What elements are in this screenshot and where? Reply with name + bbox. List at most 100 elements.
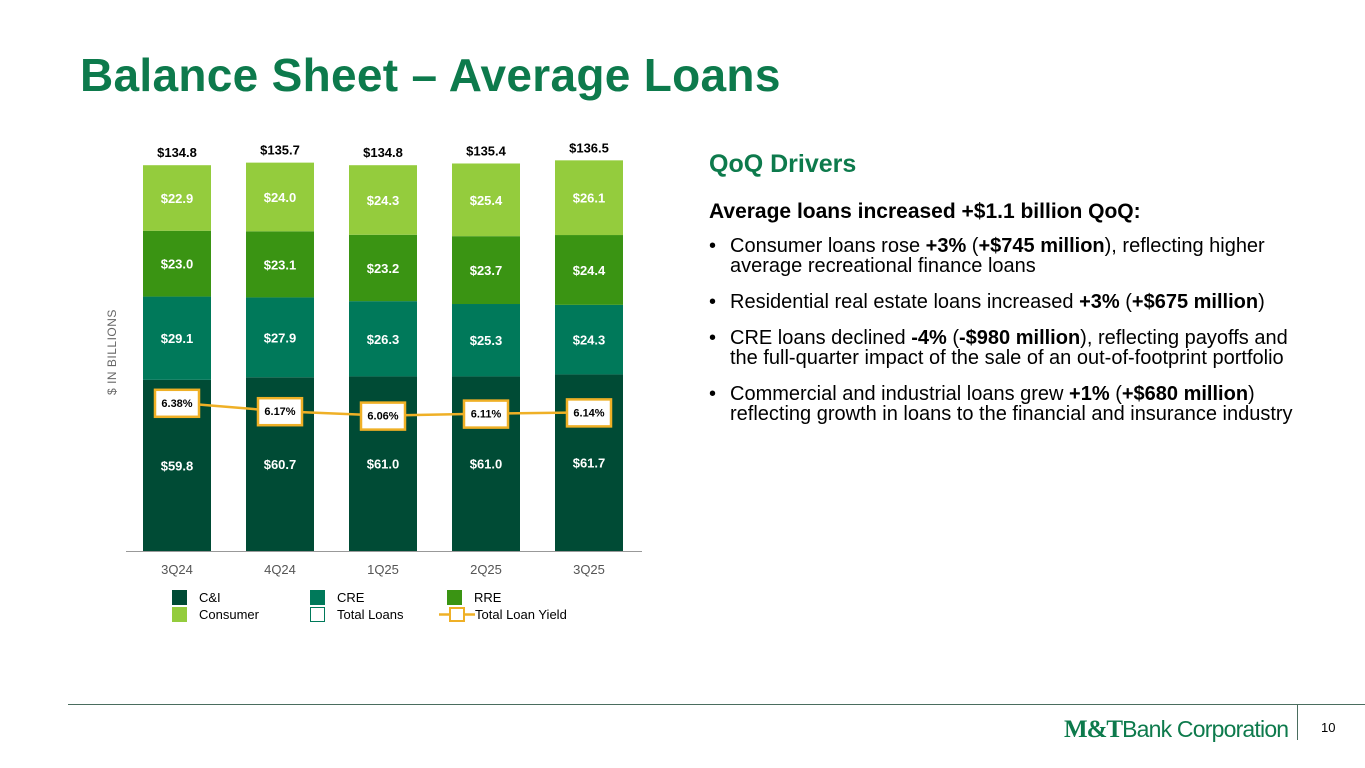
total-label: $134.8 — [157, 145, 197, 160]
legend-label: C&I — [199, 590, 221, 605]
data-label-cre: $25.3 — [470, 333, 503, 348]
bar-segment-rre — [555, 235, 623, 305]
yield-marker — [462, 399, 510, 429]
data-label-rre: $23.1 — [264, 257, 297, 272]
bullet-text: Residential real estate loans increased — [730, 291, 1080, 313]
bullet-emphasis: -4% — [911, 327, 947, 349]
bullet-emphasis: +$680 million — [1121, 383, 1249, 405]
legend-swatch-consumer — [172, 607, 187, 622]
page-title: Balance Sheet – Average Loans — [80, 49, 781, 101]
drivers-bullet-list: Consumer loans rose +3% (+$745 million),… — [709, 236, 1309, 440]
bar-segment-rre — [349, 234, 417, 302]
data-label-ci: $60.7 — [264, 457, 297, 472]
bullet-emphasis: +3% — [1079, 291, 1120, 313]
driver-bullet: CRE loans declined -4% (-$980 million), … — [709, 328, 1309, 368]
legend-label: Total Loan Yield — [475, 607, 567, 622]
yield-label: 6.06% — [367, 411, 398, 423]
bullet-text: ( — [1109, 383, 1122, 405]
driver-bullet: Commercial and industrial loans grew +1%… — [709, 384, 1309, 424]
logo-bank-corporation: Bank Corporation — [1122, 716, 1289, 742]
data-label-consumer: $24.3 — [367, 193, 400, 208]
x-tick-label: 2Q25 — [470, 562, 502, 577]
company-logo: M&TBank Corporation — [1064, 716, 1289, 744]
yield-label: 6.38% — [161, 398, 192, 410]
yield-label: 6.14% — [573, 407, 604, 419]
bar-segment-rre — [246, 231, 314, 298]
data-label-ci: $61.7 — [573, 456, 606, 471]
legend-label: Consumer — [199, 607, 260, 622]
bullet-text: Consumer loans rose — [730, 235, 926, 257]
x-tick-label: 4Q24 — [264, 562, 296, 577]
data-label-ci: $61.0 — [470, 457, 503, 472]
yield-marker — [256, 396, 304, 427]
legend-swatch-rre — [447, 590, 462, 605]
x-tick-label: 3Q25 — [573, 562, 605, 577]
data-label-consumer: $26.1 — [573, 191, 606, 206]
bar-segment-rre — [143, 230, 211, 297]
legend-label: Total Loans — [337, 607, 404, 622]
drivers-subheading: Average loans increased +$1.1 billion Qo… — [709, 200, 1141, 223]
yield-label: 6.17% — [264, 406, 295, 418]
total-label: $134.8 — [363, 145, 403, 160]
bullet-text: ) reflecting growth in loans to the fina… — [730, 383, 1293, 425]
bar-segment-consumer — [246, 162, 314, 232]
data-label-consumer: $22.9 — [161, 191, 194, 206]
bullet-text: ( — [966, 235, 979, 257]
bar-segment-cre — [452, 304, 520, 377]
total-label: $136.5 — [569, 140, 609, 155]
bar-segment-consumer — [555, 160, 623, 236]
data-label-rre: $23.0 — [161, 257, 194, 272]
data-label-rre: $24.4 — [573, 263, 606, 278]
bar-segment-consumer — [452, 163, 520, 237]
x-tick-label: 1Q25 — [367, 562, 399, 577]
bar-segment-rre — [452, 236, 520, 305]
bar-segment-cre — [143, 296, 211, 380]
bullet-emphasis: +1% — [1069, 383, 1110, 405]
x-tick-label: 3Q24 — [161, 562, 193, 577]
bullet-text: CRE loans declined — [730, 327, 912, 349]
legend-label: CRE — [337, 590, 365, 605]
bullet-text: ( — [1119, 291, 1132, 313]
legend-swatch-cre — [310, 590, 325, 605]
bullet-emphasis: -$980 million — [959, 327, 1081, 349]
legend-label: RRE — [474, 590, 502, 605]
bar-segment-cre — [349, 301, 417, 377]
bullet-emphasis: +$675 million — [1131, 291, 1259, 313]
data-label-cre: $29.1 — [161, 331, 194, 346]
bar-segment-consumer — [143, 165, 211, 231]
bullet-text: ( — [946, 327, 960, 349]
total-label: $135.4 — [466, 143, 507, 158]
bar-segment-cre — [246, 297, 314, 378]
footer-vertical-divider — [1297, 704, 1298, 740]
bullet-text: ), reflecting higher average recreationa… — [730, 235, 1265, 277]
average-loans-chart: $ IN BILLIONS $59.8 $29.1 $23.0 $22.9 $134.8 3… — [105, 140, 642, 622]
data-label-consumer: $25.4 — [470, 193, 503, 208]
legend-swatch-yield-marker — [449, 607, 465, 622]
data-label-rre: $23.7 — [470, 263, 503, 278]
page-number: 10 — [1321, 720, 1336, 735]
data-label-rre: $23.2 — [367, 261, 400, 276]
data-label-cre: $24.3 — [573, 333, 606, 348]
total-label: $135.7 — [260, 143, 300, 158]
yield-marker — [153, 388, 201, 419]
bullet-text: ) — [1258, 291, 1265, 313]
legend-swatch-total — [310, 607, 325, 622]
drivers-heading: QoQ Drivers — [709, 150, 857, 178]
driver-bullet: Residential real estate loans increased … — [709, 292, 1309, 312]
bullet-emphasis: +3% — [925, 235, 967, 257]
data-label-cre: $27.9 — [264, 330, 297, 345]
footer-divider — [68, 704, 1365, 705]
bar-segment-consumer — [349, 165, 417, 235]
yield-label: 6.11% — [471, 409, 502, 421]
bullet-text: ), reflecting payoffs and the full-quart… — [730, 327, 1288, 369]
data-label-cre: $26.3 — [367, 332, 400, 347]
bullet-emphasis: +$745 million — [978, 235, 1105, 257]
logo-mt: M&T — [1064, 716, 1123, 743]
data-label-ci: $61.0 — [367, 457, 400, 472]
yield-marker — [565, 398, 613, 428]
data-label-consumer: $24.0 — [264, 190, 297, 205]
legend-swatch-ci — [172, 590, 187, 605]
data-label-ci: $59.8 — [161, 458, 194, 473]
y-axis-label: $ IN BILLIONS — [105, 309, 119, 395]
bar-segment-cre — [555, 304, 623, 375]
